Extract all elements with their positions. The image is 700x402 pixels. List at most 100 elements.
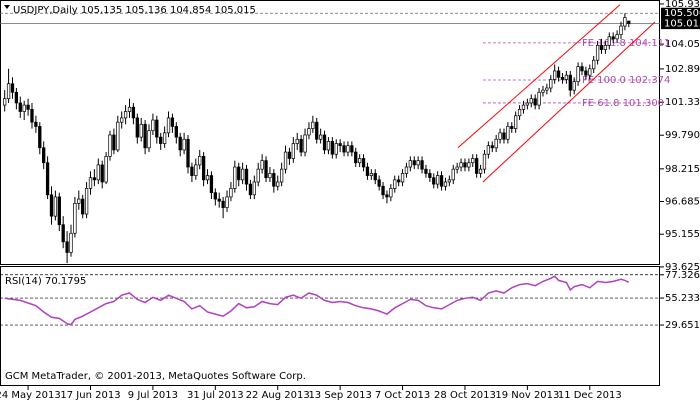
- candle-body: [588, 68, 592, 76]
- candle-body: [233, 166, 237, 189]
- candle-body: [151, 119, 155, 132]
- x-tick-label: 19 Nov 2013: [495, 390, 559, 401]
- candle-body: [560, 76, 565, 80]
- candle-body: [92, 177, 97, 181]
- candle-body: [350, 145, 354, 153]
- candle-body: [478, 168, 483, 174]
- y-tick-label: 105.935: [665, 0, 700, 10]
- candle-body: [279, 168, 284, 183]
- candle-body: [61, 224, 65, 243]
- candle-body: [225, 196, 229, 208]
- candle-body: [135, 117, 139, 138]
- candle-body: [510, 126, 514, 129]
- candle-body: [475, 158, 479, 174]
- x-tick-label: 11 Dec 2013: [558, 390, 622, 401]
- candle-body: [42, 147, 46, 164]
- x-tick-label: 13 Sep 2013: [308, 390, 371, 401]
- candle-body: [354, 151, 358, 164]
- candle-body: [147, 130, 151, 149]
- candle-body: [256, 168, 260, 183]
- candle-body: [264, 160, 268, 179]
- candle-body: [244, 168, 249, 185]
- candle-body: [159, 136, 163, 144]
- candle-body: [240, 168, 245, 181]
- candle-body: [291, 143, 295, 159]
- candle-body: [108, 134, 112, 157]
- candle-body: [268, 173, 272, 179]
- candle-body: [311, 121, 315, 129]
- y-tick-label: 95.155: [665, 229, 700, 240]
- candle-body: [30, 109, 34, 123]
- candle-body: [10, 83, 15, 93]
- candle-body: [6, 83, 11, 100]
- x-tick-label: 7 Oct 2013: [375, 390, 430, 401]
- candle-body: [198, 155, 202, 166]
- candle-body: [166, 117, 171, 134]
- candle-body: [330, 141, 334, 155]
- channel-line: [482, 21, 656, 183]
- candle-body: [170, 117, 175, 127]
- candle-body: [436, 175, 440, 185]
- y-tick-label: 96.685: [665, 197, 700, 208]
- candle-body: [607, 36, 611, 46]
- candle-body: [490, 145, 494, 149]
- candle-body: [416, 160, 420, 166]
- candle-body: [572, 81, 576, 91]
- candle-body: [541, 89, 545, 93]
- candle-body: [525, 102, 530, 106]
- y-tick-label: 55.233: [665, 293, 700, 304]
- candle-body: [338, 143, 342, 147]
- candle-body: [213, 192, 217, 200]
- candle-body: [18, 102, 22, 112]
- candle-body: [592, 59, 596, 70]
- x-tick-label: 28 Oct 2013: [434, 390, 496, 401]
- candle-body: [186, 138, 190, 168]
- candle-body: [443, 181, 448, 187]
- candle-body: [123, 111, 128, 119]
- candle-body: [400, 173, 405, 183]
- candle-body: [517, 109, 522, 117]
- candle-body: [451, 168, 455, 181]
- price-label-box: [661, 7, 700, 19]
- candle-body: [287, 151, 292, 159]
- candle-body: [627, 20, 631, 24]
- candle-body: [49, 194, 54, 217]
- candle-body: [318, 134, 323, 140]
- candle-body: [623, 17, 627, 27]
- candle-body: [194, 164, 198, 176]
- candle-body: [514, 115, 518, 129]
- candle-body: [494, 138, 498, 149]
- candle-body: [549, 79, 553, 89]
- candle-body: [322, 134, 327, 151]
- candle-body: [96, 164, 100, 181]
- fe-label: FE 161.8 104.111: [582, 38, 670, 49]
- candle-body: [26, 104, 30, 110]
- candle-body: [174, 126, 178, 138]
- candle-body: [38, 126, 42, 149]
- candle-body: [120, 117, 124, 123]
- candle-body: [221, 200, 225, 208]
- rsi-line: [4, 275, 630, 326]
- candle-body: [377, 179, 381, 187]
- candle-body: [190, 166, 194, 176]
- x-tick-label: 17 Jun 2013: [60, 390, 120, 401]
- candle-body: [346, 145, 350, 153]
- x-tick-label: 24 May 2013: [0, 390, 61, 401]
- candle-body: [467, 162, 471, 168]
- candle-body: [334, 143, 338, 155]
- candle-body: [53, 196, 58, 217]
- rsi-pane: [0, 266, 660, 386]
- candle-body: [611, 36, 615, 40]
- candle-body: [361, 158, 366, 168]
- collapse-icon: [4, 5, 10, 9]
- candle-body: [205, 175, 210, 181]
- candle-body: [404, 166, 409, 174]
- candle-body: [506, 126, 510, 140]
- candle-body: [272, 173, 276, 187]
- candle-body: [229, 188, 233, 198]
- candle-body: [393, 179, 397, 189]
- candle-body: [260, 160, 264, 170]
- candle-body: [3, 98, 7, 106]
- x-tick-label: 31 Jul 2013: [187, 390, 244, 401]
